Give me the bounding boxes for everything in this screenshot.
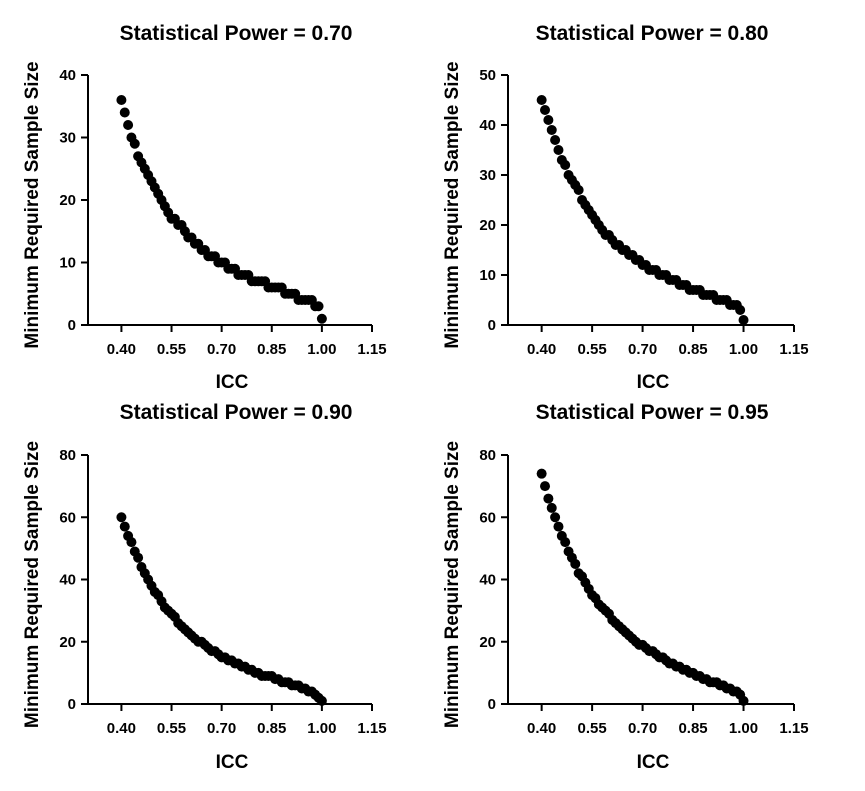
- y-tick-label: 50: [479, 67, 496, 84]
- y-tick-label: 20: [479, 217, 496, 234]
- chart-panel-3: Statistical Power = 0.90 0 20 40 60 80 0.40 0.5…: [22, 401, 387, 773]
- y-tick-label: 60: [59, 509, 76, 526]
- x-tick-label: 0.40: [527, 341, 556, 358]
- y-tick-label: 0: [68, 696, 76, 713]
- data-point: [553, 521, 564, 532]
- data-point: [116, 512, 127, 523]
- data-point: [313, 301, 324, 312]
- y-tick-label: 10: [479, 267, 496, 284]
- y-tick-label: 10: [59, 255, 76, 272]
- x-tick-label: 1.00: [307, 720, 336, 737]
- data-point: [546, 125, 557, 135]
- data-point: [550, 135, 561, 145]
- x-tick-label: 0.85: [257, 341, 286, 358]
- x-tick-label: 0.40: [107, 720, 136, 737]
- x-tick-label: 0.70: [207, 341, 236, 358]
- x-tick-label: 0.40: [527, 720, 556, 737]
- chart-title: Statistical Power = 0.90: [120, 401, 353, 424]
- data-point: [735, 305, 746, 315]
- x-tick-label: 1.00: [307, 341, 336, 358]
- y-tick-label: 80: [59, 447, 76, 464]
- y-tick-label: 0: [488, 696, 496, 713]
- y-tick-label: 30: [59, 130, 76, 147]
- chart-title: Statistical Power = 0.95: [536, 401, 769, 424]
- data-point: [133, 552, 144, 563]
- y-tick-label: 40: [59, 572, 76, 589]
- chart-title: Statistical Power = 0.80: [536, 22, 769, 45]
- y-tick-label: 80: [479, 447, 496, 464]
- data-point: [116, 95, 127, 105]
- x-tick-label: 1.15: [357, 341, 386, 358]
- y-axis-label: Minimum Required Sample Size: [442, 61, 463, 348]
- x-tick-label: 0.55: [157, 341, 186, 358]
- x-tick-label: 1.15: [779, 720, 808, 737]
- x-axis-label: ICC: [216, 752, 249, 773]
- x-tick-label: 0.85: [678, 341, 707, 358]
- y-tick-label: 30: [479, 167, 496, 184]
- x-tick-label: 0.70: [207, 720, 236, 737]
- y-tick-label: 40: [59, 67, 76, 84]
- chart-panel-2: Statistical Power = 0.80 0 10 20 30 40 50 0.40 0…: [442, 22, 809, 393]
- x-tick-label: 1.15: [357, 720, 386, 737]
- y-tick-label: 0: [68, 317, 76, 334]
- x-tick-label: 0.85: [257, 720, 286, 737]
- data-point: [546, 502, 557, 513]
- data-point: [570, 558, 581, 569]
- y-tick-label: 40: [479, 117, 496, 134]
- data-point: [540, 481, 551, 492]
- x-axis-label: ICC: [216, 372, 249, 393]
- x-tick-label: 1.00: [729, 341, 758, 358]
- data-point: [316, 313, 327, 324]
- x-tick-label: 0.55: [157, 720, 186, 737]
- x-tick-label: 0.55: [578, 341, 607, 358]
- data-point: [123, 120, 134, 130]
- x-tick-label: 0.55: [578, 720, 607, 737]
- data-point: [738, 315, 749, 325]
- x-axis-label: ICC: [637, 372, 670, 393]
- data-point: [550, 512, 561, 523]
- data-point: [540, 105, 551, 115]
- y-tick-label: 0: [488, 317, 496, 334]
- x-tick-label: 0.70: [628, 341, 657, 358]
- x-tick-label: 0.40: [107, 341, 136, 358]
- data-point: [119, 521, 130, 532]
- data-point: [560, 160, 571, 170]
- x-tick-label: 0.70: [628, 720, 657, 737]
- x-tick-label: 1.00: [729, 720, 758, 737]
- y-tick-label: 20: [59, 192, 76, 209]
- y-axis-label: Minimum Required Sample Size: [22, 61, 43, 348]
- y-tick-label: 20: [479, 634, 496, 651]
- data-point: [316, 695, 327, 706]
- y-tick-label: 60: [479, 509, 496, 526]
- y-axis-label: Minimum Required Sample Size: [442, 441, 463, 728]
- data-point: [573, 185, 584, 195]
- data-point: [119, 107, 130, 118]
- chart-panel-4: Statistical Power = 0.95 0 20 40 60 80 0.40 0.5…: [442, 401, 809, 773]
- data-point: [536, 468, 547, 479]
- data-point: [536, 95, 547, 105]
- y-axis-label: Minimum Required Sample Size: [22, 441, 43, 728]
- data-point: [543, 115, 554, 125]
- chart-title: Statistical Power = 0.70: [120, 22, 353, 45]
- data-point: [553, 145, 564, 155]
- x-tick-label: 0.85: [678, 720, 707, 737]
- y-tick-label: 40: [479, 572, 496, 589]
- x-tick-label: 1.15: [779, 341, 808, 358]
- y-tick-label: 20: [59, 634, 76, 651]
- data-point: [543, 493, 554, 504]
- chart-panel-1: Statistical Power = 0.70 0 10 20 30 40 0.40 0.5…: [22, 22, 387, 393]
- data-point: [126, 537, 137, 548]
- data-point: [560, 537, 571, 548]
- data-point: [738, 695, 749, 706]
- x-axis-label: ICC: [637, 752, 670, 773]
- data-point: [129, 138, 140, 149]
